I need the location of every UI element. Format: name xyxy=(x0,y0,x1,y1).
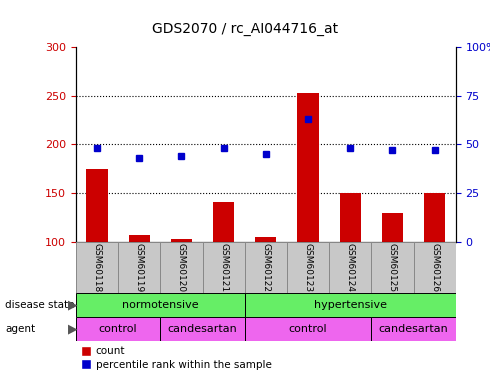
Bar xyxy=(202,242,245,292)
Text: candesartan: candesartan xyxy=(379,324,448,334)
Bar xyxy=(76,317,160,341)
Text: GSM60119: GSM60119 xyxy=(135,243,144,292)
Bar xyxy=(118,242,160,292)
Text: disease state: disease state xyxy=(5,300,74,310)
Bar xyxy=(76,292,245,317)
Bar xyxy=(297,93,318,242)
Text: GSM60125: GSM60125 xyxy=(388,243,397,292)
Legend: count, percentile rank within the sample: count, percentile rank within the sample xyxy=(81,346,271,370)
Bar xyxy=(129,235,150,242)
Text: GDS2070 / rc_AI044716_at: GDS2070 / rc_AI044716_at xyxy=(152,22,338,36)
Bar xyxy=(255,237,276,242)
Text: ▶: ▶ xyxy=(68,298,77,311)
Text: GSM60124: GSM60124 xyxy=(346,243,355,292)
Text: hypertensive: hypertensive xyxy=(314,300,387,310)
Text: ▶: ▶ xyxy=(68,322,77,336)
Bar xyxy=(87,169,108,242)
Bar xyxy=(213,202,234,242)
Bar xyxy=(371,242,414,292)
Text: normotensive: normotensive xyxy=(122,300,198,310)
Bar xyxy=(76,242,118,292)
Bar xyxy=(340,193,361,242)
Text: control: control xyxy=(99,324,138,334)
Bar xyxy=(414,242,456,292)
Text: GSM60122: GSM60122 xyxy=(261,243,270,292)
Bar xyxy=(382,213,403,242)
Text: GSM60118: GSM60118 xyxy=(93,243,101,292)
Bar xyxy=(371,317,456,341)
Text: GSM60126: GSM60126 xyxy=(430,243,439,292)
Bar xyxy=(160,317,245,341)
Text: GSM60121: GSM60121 xyxy=(219,243,228,292)
Bar xyxy=(245,317,371,341)
Bar xyxy=(160,242,202,292)
Text: agent: agent xyxy=(5,324,35,334)
Text: GSM60120: GSM60120 xyxy=(177,243,186,292)
Bar xyxy=(171,239,192,242)
Bar xyxy=(245,242,287,292)
Text: GSM60123: GSM60123 xyxy=(303,243,313,292)
Bar xyxy=(329,242,371,292)
Bar xyxy=(287,242,329,292)
Bar xyxy=(424,193,445,242)
Bar xyxy=(245,292,456,317)
Text: control: control xyxy=(289,324,327,334)
Text: candesartan: candesartan xyxy=(168,324,238,334)
